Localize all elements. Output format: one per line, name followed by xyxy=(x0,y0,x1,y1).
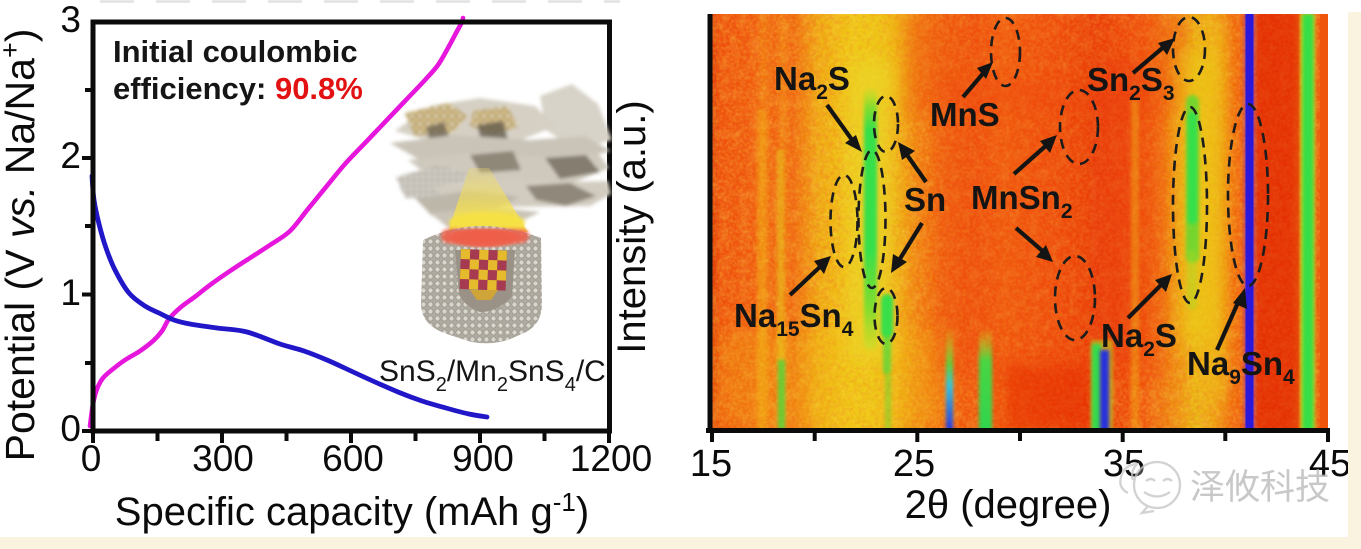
svg-text:Intensity (a.u.): Intensity (a.u.) xyxy=(610,100,654,353)
svg-text:Initial coulombic: Initial coulombic xyxy=(113,34,358,69)
svg-text:0: 0 xyxy=(60,408,81,449)
svg-text:Sn: Sn xyxy=(904,181,946,218)
svg-text:2θ (degree): 2θ (degree) xyxy=(905,483,1112,527)
svg-text:300: 300 xyxy=(192,438,254,479)
svg-text:900: 900 xyxy=(452,438,514,479)
svg-text:efficiency: 90.8%: efficiency: 90.8% xyxy=(113,71,363,106)
svg-text:1: 1 xyxy=(60,272,81,313)
svg-text:2: 2 xyxy=(60,135,81,176)
svg-text:MnSn2: MnSn2 xyxy=(971,179,1073,223)
svg-text:25: 25 xyxy=(893,443,935,485)
svg-text:Na2S: Na2S xyxy=(1101,317,1177,361)
svg-text:泽攸科技: 泽攸科技 xyxy=(1190,468,1330,507)
svg-text:45: 45 xyxy=(1309,443,1351,485)
svg-text:3: 3 xyxy=(60,0,81,40)
svg-text:SnS2/Mn2SnS4/C: SnS2/Mn2SnS4/C xyxy=(379,355,606,396)
svg-text:0: 0 xyxy=(81,438,102,479)
svg-text:600: 600 xyxy=(322,438,384,479)
svg-text:MnS: MnS xyxy=(930,96,1000,133)
svg-text:Potential (V vs. Na/Na+): Potential (V vs. Na/Na+) xyxy=(0,29,43,462)
svg-text:1200: 1200 xyxy=(570,438,652,479)
svg-text:15: 15 xyxy=(690,443,732,485)
svg-text:Specific capacity (mAh g-1): Specific capacity (mAh g-1) xyxy=(115,487,589,534)
svg-text:Na9Sn4: Na9Sn4 xyxy=(1187,345,1295,389)
svg-text:Na2S: Na2S xyxy=(774,60,850,104)
